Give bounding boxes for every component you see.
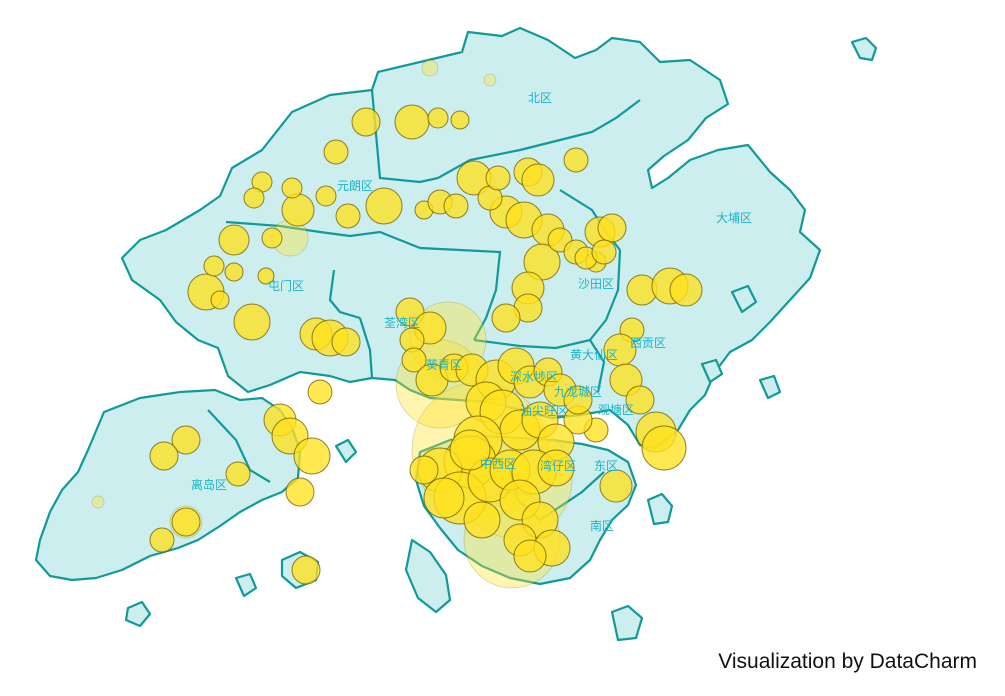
bubble [401, 347, 427, 373]
bubble [597, 213, 627, 243]
bubble [210, 290, 230, 310]
border-kwai-tsing [358, 317, 374, 379]
bubble [225, 461, 251, 487]
bubble [443, 193, 469, 219]
label-tai-po: 大埔区 [716, 211, 752, 225]
bubble [281, 193, 315, 227]
bubble [485, 165, 511, 191]
bubble-large [483, 73, 497, 87]
bubble [463, 501, 501, 539]
label-southern: 南区 [590, 518, 614, 533]
bubble [409, 455, 439, 485]
border-lantau-islands [207, 409, 271, 483]
bubble [513, 539, 547, 573]
bubble [149, 441, 179, 471]
bubble-layer [91, 59, 703, 589]
border-tuen-mun-tsuen-wan [328, 269, 361, 320]
label-yau-tsim-mong: 油尖旺区 [520, 404, 568, 418]
label-north: 北区 [528, 91, 552, 105]
bubble [149, 527, 175, 553]
bubble [669, 273, 703, 307]
po-toi-island [610, 604, 644, 642]
bubble [291, 555, 321, 585]
label-central-western: 中西区 [480, 456, 516, 471]
label-tsuen-wan: 荃湾区 [384, 315, 420, 330]
border-north-tai-po [437, 99, 641, 179]
bubble [243, 187, 265, 209]
bubble [591, 239, 617, 265]
bubble [365, 187, 403, 225]
bubble [423, 477, 465, 519]
bubble [285, 477, 315, 507]
bubble [521, 163, 555, 197]
bubble [323, 139, 349, 165]
bubble [351, 107, 381, 137]
bubble [449, 429, 491, 471]
bubble [307, 379, 333, 405]
bubble [563, 385, 593, 415]
label-tuen-mun: 屯门区 [268, 278, 304, 293]
bubble [281, 177, 303, 199]
bubble [218, 224, 250, 256]
credit-text: Visualization by DataCharm [718, 650, 977, 673]
sai-kung-islet-2 [730, 284, 758, 314]
label-kowloon-city: 九龙城区 [554, 385, 602, 399]
label-sham-shui-po: 深水埗区 [510, 370, 558, 384]
bubble [491, 303, 521, 333]
sai-kung-islet-1 [700, 358, 724, 384]
bubble [450, 110, 470, 130]
bubble [331, 327, 361, 357]
bubble [394, 104, 430, 140]
bubble [261, 227, 283, 249]
ap-lei-chau-island [234, 572, 258, 598]
bubble [257, 267, 275, 285]
soko-islands [124, 600, 152, 628]
label-yuen-long: 元朗区 [337, 179, 373, 193]
bubble [171, 507, 201, 537]
label-wong-tai-sin: 黄大仙区 [570, 348, 618, 362]
label-sha-tin: 沙田区 [578, 277, 614, 291]
bubble [293, 437, 331, 475]
label-islands: 离岛区 [191, 477, 227, 492]
label-sai-kung: 西贡区 [630, 336, 666, 350]
peng-chau-island [334, 438, 358, 464]
lamma-island [404, 538, 452, 614]
bubble [335, 203, 361, 229]
label-kwai-tsing: 葵青区 [426, 358, 462, 372]
bubble [224, 262, 244, 282]
label-eastern: 东区 [594, 459, 618, 473]
bubble [203, 255, 225, 277]
sai-kung-islet-3 [758, 374, 782, 400]
border-yuen-long-north [370, 89, 439, 184]
bubble [625, 385, 655, 415]
border-tuen-mun-yuen-long [225, 220, 421, 250]
bubble [233, 303, 271, 341]
district-labels: 北区 元朗区 大埔区 屯门区 沙田区 荃湾区 西贡区 黄大仙区 葵青区 深水埗区… [191, 91, 752, 533]
bubble [599, 469, 633, 503]
label-kwun-tong: 观塘区 [598, 402, 634, 417]
border-kowloon [473, 338, 606, 393]
tung-lung-island [646, 492, 674, 526]
bubble [315, 185, 337, 207]
bubble-large [91, 495, 105, 509]
border-tsuen-wan-sha-tin [419, 246, 502, 341]
bubble [171, 425, 201, 455]
tung-ping-chau-island [850, 36, 878, 62]
bubble [427, 107, 449, 129]
bubble [537, 449, 575, 487]
bubble [563, 147, 589, 173]
label-wan-chai: 湾仔区 [540, 458, 576, 473]
bubble-large [421, 59, 439, 77]
border-sha-tin-sai-kung [589, 249, 622, 341]
bubble [641, 425, 687, 471]
mainland-new-territories [120, 26, 822, 450]
lantau-island [34, 388, 302, 582]
